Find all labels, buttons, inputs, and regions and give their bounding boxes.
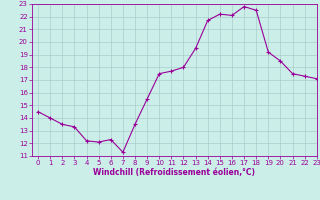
X-axis label: Windchill (Refroidissement éolien,°C): Windchill (Refroidissement éolien,°C) xyxy=(93,168,255,177)
